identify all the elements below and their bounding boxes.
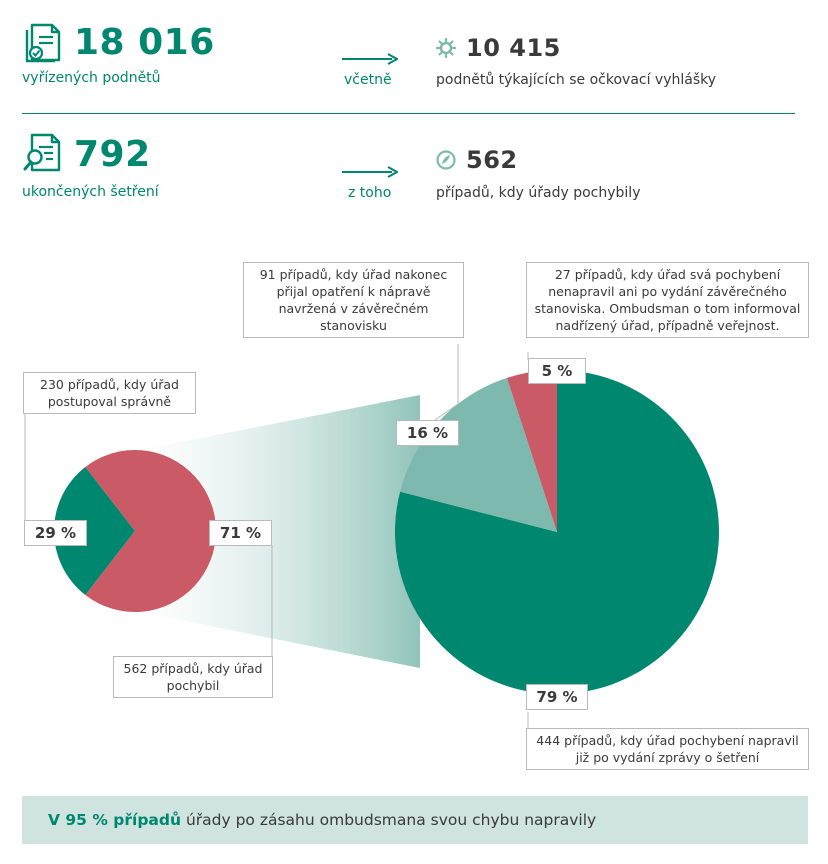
pct-label-16: 16 %	[396, 420, 459, 446]
pct-label-71: 71 %	[209, 520, 272, 546]
stat-label-failures: případů, kdy úřady pochybily	[436, 185, 641, 201]
summary-banner: V 95 % případů úřady po zásahu ombudsman…	[22, 796, 808, 844]
connector-including: včetně	[344, 72, 392, 88]
zoom-connector	[135, 395, 420, 668]
document-check-icon	[25, 23, 61, 63]
virus-icon	[435, 37, 457, 59]
stat-label-vaccination: podnětů týkajících se očkovací vyhlášky	[436, 72, 717, 88]
pct-label-5: 5 %	[528, 358, 586, 384]
callout-failed: 562 případů, kdy úřad pochybil	[113, 656, 273, 698]
callout-correct: 230 případů, kdy úřad postupoval správně	[23, 372, 196, 414]
arrow-right-icon	[342, 50, 400, 69]
stat-icon-investigation	[22, 132, 64, 174]
connector-of-which: z toho	[348, 185, 392, 201]
summary-text: úřady po zásahu ombudsmana svou chybu na…	[181, 811, 597, 829]
callout-remedied: 444 případů, kdy úřad pochybení napravil…	[526, 728, 809, 770]
leader-line-16	[434, 344, 459, 421]
stat-icon-virus	[435, 37, 457, 59]
large-pie-slice-0	[394, 370, 719, 695]
document-search-icon	[23, 133, 61, 172]
stat-icon-documents	[22, 22, 64, 64]
stat-value-vaccination: 10 415	[466, 34, 561, 62]
pct-label-79: 79 %	[526, 684, 588, 710]
pie-charts	[24, 344, 719, 728]
large-pie-slice-1	[400, 377, 557, 532]
stat-value-failures: 562	[466, 146, 518, 174]
summary-highlight: V 95 % případů	[48, 811, 182, 829]
stat-label-handled: vyřízených podnětů	[22, 70, 161, 86]
callout-not-remedied: 27 případů, kdy úřad svá pochybení nenap…	[526, 262, 809, 338]
small-pie-slice-0	[53, 467, 135, 595]
pct-label-29: 29 %	[24, 520, 87, 546]
large-pie-slice-2	[506, 370, 557, 532]
stat-value-handled: 18 016	[74, 22, 215, 63]
divider	[22, 113, 795, 114]
stat-value-investigations: 792	[74, 134, 151, 175]
callout-measures: 91 případů, kdy úřad nakonec přijal opat…	[243, 262, 464, 338]
arrow-right-icon	[342, 163, 400, 182]
small-pie-slice-1	[85, 450, 216, 613]
stat-label-investigations: ukončených šetření	[22, 184, 159, 200]
stat-icon-feather	[436, 150, 456, 170]
feather-icon	[436, 150, 456, 170]
